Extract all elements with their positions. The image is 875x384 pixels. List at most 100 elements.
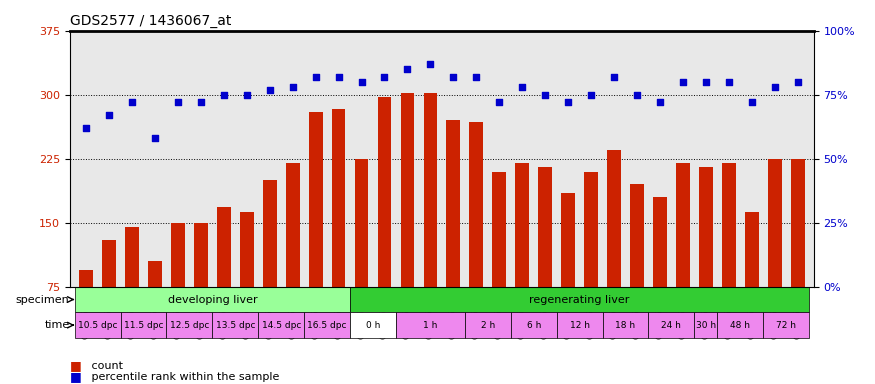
FancyBboxPatch shape	[350, 312, 396, 338]
Text: regenerating liver: regenerating liver	[529, 295, 630, 305]
Point	[332, 74, 346, 80]
Text: 12 h: 12 h	[570, 321, 590, 329]
Bar	[262, 180, 276, 351]
FancyBboxPatch shape	[718, 312, 763, 338]
Bar	[332, 109, 346, 351]
Point	[469, 74, 483, 80]
Bar	[102, 240, 116, 351]
Bar	[584, 172, 598, 351]
Text: developing liver: developing liver	[167, 295, 257, 305]
FancyBboxPatch shape	[258, 312, 304, 338]
Point	[653, 99, 667, 106]
Point	[607, 74, 621, 80]
Point	[171, 99, 185, 106]
Bar	[653, 197, 667, 351]
Bar	[79, 270, 93, 351]
Text: 16.5 dpc: 16.5 dpc	[307, 321, 347, 329]
Point	[354, 79, 368, 85]
Bar	[125, 227, 139, 351]
Point	[424, 61, 438, 67]
Text: ■: ■	[70, 370, 81, 383]
Text: 11.5 dpc: 11.5 dpc	[123, 321, 164, 329]
Bar	[493, 172, 506, 351]
Point	[767, 84, 781, 90]
Bar	[286, 163, 299, 351]
Text: count: count	[88, 361, 122, 371]
Text: specimen: specimen	[16, 295, 69, 305]
Bar	[171, 223, 185, 351]
Bar	[148, 261, 162, 351]
FancyBboxPatch shape	[695, 312, 717, 338]
Point	[791, 79, 805, 85]
Point	[79, 125, 93, 131]
Bar	[768, 159, 781, 351]
Bar	[745, 212, 759, 351]
FancyBboxPatch shape	[166, 312, 213, 338]
Text: 30 h: 30 h	[696, 321, 716, 329]
Bar	[630, 184, 644, 351]
Bar	[378, 97, 391, 351]
FancyBboxPatch shape	[396, 312, 465, 338]
Text: 6 h: 6 h	[527, 321, 541, 329]
Bar	[401, 93, 415, 351]
Point	[722, 79, 736, 85]
Bar	[240, 212, 254, 351]
Text: 0 h: 0 h	[366, 321, 381, 329]
Point	[240, 92, 254, 98]
FancyBboxPatch shape	[648, 312, 695, 338]
Point	[584, 92, 598, 98]
Point	[446, 74, 460, 80]
FancyBboxPatch shape	[350, 287, 809, 312]
Text: GDS2577 / 1436067_at: GDS2577 / 1436067_at	[70, 14, 231, 28]
Bar	[538, 167, 552, 351]
Point	[285, 84, 299, 90]
Text: 12.5 dpc: 12.5 dpc	[170, 321, 209, 329]
Point	[401, 66, 415, 72]
Bar	[194, 223, 207, 351]
Text: 48 h: 48 h	[731, 321, 750, 329]
FancyBboxPatch shape	[304, 312, 350, 338]
Bar	[791, 159, 805, 351]
Point	[630, 92, 644, 98]
FancyBboxPatch shape	[763, 312, 809, 338]
Text: 2 h: 2 h	[480, 321, 495, 329]
Bar	[217, 207, 231, 351]
Point	[561, 99, 575, 106]
Point	[515, 84, 529, 90]
Text: 24 h: 24 h	[662, 321, 682, 329]
Point	[102, 112, 116, 118]
Point	[194, 99, 208, 106]
Bar	[469, 122, 483, 351]
FancyBboxPatch shape	[74, 312, 121, 338]
Bar	[722, 163, 736, 351]
Point	[148, 135, 162, 141]
FancyBboxPatch shape	[213, 312, 258, 338]
Bar	[446, 120, 460, 351]
Text: 10.5 dpc: 10.5 dpc	[78, 321, 117, 329]
Text: 14.5 dpc: 14.5 dpc	[262, 321, 301, 329]
Point	[309, 74, 323, 80]
Bar	[676, 163, 690, 351]
FancyBboxPatch shape	[74, 287, 350, 312]
Text: percentile rank within the sample: percentile rank within the sample	[88, 372, 279, 382]
Bar	[424, 93, 438, 351]
FancyBboxPatch shape	[465, 312, 511, 338]
FancyBboxPatch shape	[121, 312, 166, 338]
Bar	[607, 150, 621, 351]
Text: time: time	[45, 320, 69, 330]
Text: 1 h: 1 h	[424, 321, 438, 329]
Text: 72 h: 72 h	[776, 321, 796, 329]
FancyBboxPatch shape	[603, 312, 648, 338]
Bar	[354, 159, 368, 351]
Point	[217, 92, 231, 98]
Point	[262, 86, 276, 93]
Point	[538, 92, 552, 98]
Point	[699, 79, 713, 85]
Bar	[515, 163, 529, 351]
Text: 13.5 dpc: 13.5 dpc	[215, 321, 255, 329]
Point	[745, 99, 759, 106]
Bar	[699, 167, 713, 351]
Point	[676, 79, 690, 85]
Point	[377, 74, 391, 80]
Bar	[309, 112, 323, 351]
